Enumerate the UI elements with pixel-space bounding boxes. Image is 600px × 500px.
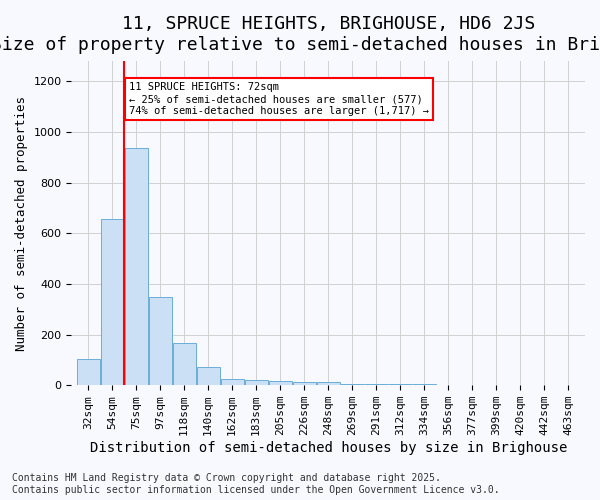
Bar (461, 384, 484, 385)
Bar (293, 382, 316, 385)
Bar (365, 384, 388, 385)
Text: 11 SPRUCE HEIGHTS: 72sqm
← 25% of semi-detached houses are smaller (577)
74% of : 11 SPRUCE HEIGHTS: 72sqm ← 25% of semi-d… (129, 82, 429, 116)
Bar (389, 384, 412, 385)
Bar (125, 148, 148, 385)
Bar (221, 379, 244, 385)
Bar (197, 368, 220, 385)
Bar (77, 358, 100, 385)
Title: 11, SPRUCE HEIGHTS, BRIGHOUSE, HD6 2JS
Size of property relative to semi-detache: 11, SPRUCE HEIGHTS, BRIGHOUSE, HD6 2JS S… (0, 15, 600, 54)
Bar (317, 382, 340, 385)
Bar (341, 384, 364, 385)
Bar (269, 382, 292, 385)
Y-axis label: Number of semi-detached properties: Number of semi-detached properties (15, 96, 28, 350)
Bar (101, 218, 124, 385)
Bar (245, 380, 268, 385)
Bar (413, 384, 436, 385)
Bar (149, 296, 172, 385)
Bar (437, 384, 460, 385)
Bar (173, 342, 196, 385)
Text: Contains HM Land Registry data © Crown copyright and database right 2025.
Contai: Contains HM Land Registry data © Crown c… (12, 474, 500, 495)
X-axis label: Distribution of semi-detached houses by size in Brighouse: Distribution of semi-detached houses by … (89, 441, 567, 455)
